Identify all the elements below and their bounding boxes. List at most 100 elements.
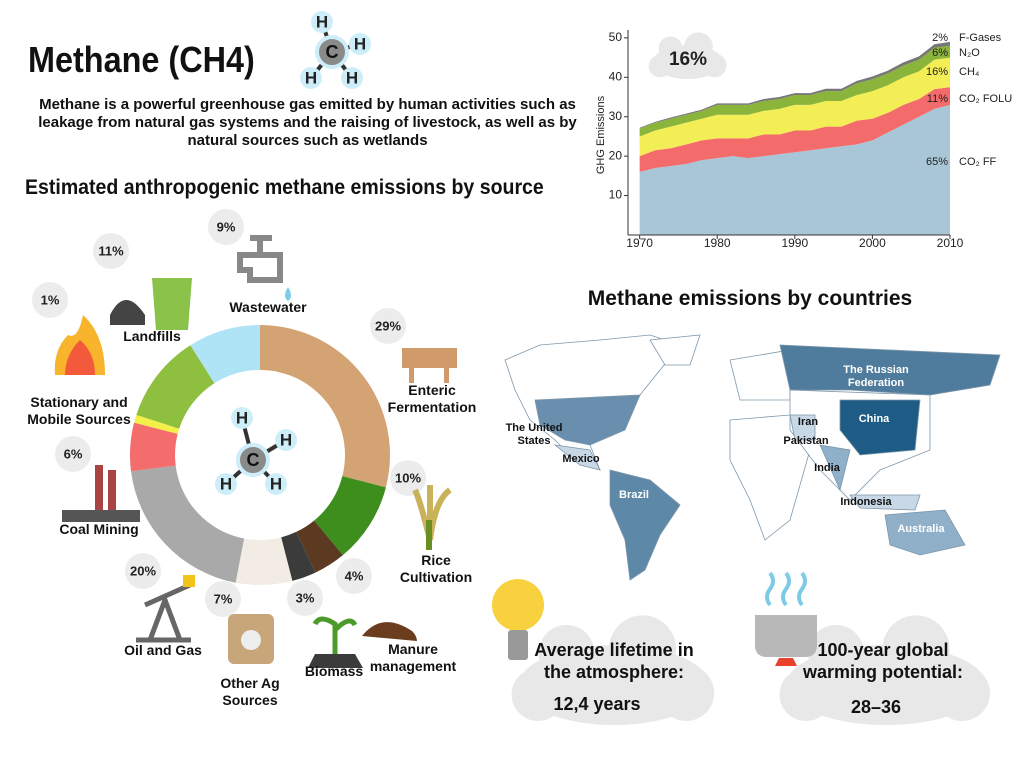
- donut-segment: [190, 325, 260, 384]
- donut-segment: [281, 531, 316, 581]
- category-label: Enteric Fermentation: [387, 382, 477, 415]
- cloud-part: [779, 668, 833, 721]
- value-label: 20%: [130, 563, 156, 578]
- value-label: 1%: [41, 292, 60, 307]
- donut-segment: [260, 325, 390, 488]
- percent-badge: [370, 308, 406, 344]
- category-label: Rice Cultivation: [399, 552, 473, 585]
- legend-label: N₂O: [959, 47, 980, 59]
- y-tick-label: 30: [609, 109, 623, 123]
- icon: [362, 622, 417, 641]
- category-label: Other Ag Sources: [220, 675, 280, 708]
- percent-badge: [32, 282, 68, 318]
- icon: [152, 278, 192, 330]
- atom-label: H: [354, 34, 366, 53]
- value-label: 10%: [395, 470, 421, 485]
- atom-label: C: [247, 450, 260, 470]
- area: [639, 57, 950, 157]
- title: Methane (CH4): [28, 39, 255, 80]
- h-atom: [300, 67, 322, 89]
- legend-share: 16%: [926, 66, 948, 78]
- legend-label: CO₂ FF: [959, 156, 997, 168]
- atom-label: C: [326, 42, 339, 62]
- atom-label: H: [220, 474, 232, 493]
- callout: 16%: [669, 49, 707, 70]
- country-label: Iran: [797, 416, 819, 428]
- country-label: India: [814, 462, 840, 474]
- land: [729, 349, 791, 401]
- fact-value: 28–36: [850, 697, 902, 717]
- category-label: Landfills: [123, 328, 181, 344]
- donut-segment: [296, 520, 343, 573]
- country-label: Pakistan: [783, 435, 829, 447]
- icon: [412, 485, 452, 541]
- cloud-part: [658, 36, 683, 61]
- icon: [402, 348, 457, 383]
- country-label: Australia: [897, 523, 945, 535]
- land: [649, 334, 701, 366]
- land: [819, 444, 851, 492]
- legend-label: CH₄: [959, 66, 980, 78]
- country-label: The Russian Federation: [843, 364, 909, 390]
- value-label: 9%: [217, 219, 236, 234]
- icon: [508, 630, 528, 660]
- land: [839, 399, 921, 456]
- country-label: The United States: [505, 422, 563, 448]
- chart-title: Estimated anthropogenic methane emission…: [25, 176, 544, 199]
- percent-badge: [287, 580, 323, 616]
- cloud-part: [658, 665, 715, 721]
- cloud: [511, 615, 715, 725]
- icon: [237, 235, 283, 283]
- value-label: 29%: [375, 318, 401, 333]
- cloud-part: [808, 625, 864, 681]
- icon: [775, 658, 797, 666]
- donut-segment: [136, 345, 215, 429]
- percent-badge: [390, 460, 426, 496]
- h-atom: [341, 67, 363, 89]
- fact-label: Average lifetime in the atmosphere:: [534, 640, 694, 682]
- icon: [426, 520, 432, 550]
- icon: [95, 465, 103, 510]
- cloud: [779, 615, 990, 725]
- category-label: Wastewater: [229, 299, 307, 315]
- donut-segment: [131, 465, 245, 583]
- x-tick-label: 2010: [937, 236, 964, 250]
- category-label: Biomass: [304, 663, 364, 679]
- cloud-part: [538, 625, 595, 681]
- land: [849, 494, 921, 511]
- fact-value: 12,4 years: [553, 694, 641, 714]
- value-label: 6%: [64, 446, 83, 461]
- y-tick-label: 20: [609, 148, 623, 162]
- icon: [308, 654, 363, 668]
- c-atom: [315, 35, 349, 69]
- atom-label: H: [280, 430, 292, 449]
- h-atom: [231, 407, 253, 429]
- icon: [110, 300, 145, 325]
- y-axis-label: GHG Emissions: [595, 95, 607, 174]
- h-atom: [311, 11, 333, 33]
- category-label: Stationary and Mobile Sources: [27, 394, 131, 427]
- icon: [285, 287, 291, 301]
- land: [553, 444, 601, 471]
- legend-share: 65%: [926, 156, 948, 168]
- h-atom: [349, 33, 371, 55]
- h-atom: [265, 473, 287, 495]
- land: [884, 509, 966, 556]
- h-atom: [215, 473, 237, 495]
- category-label: Manure management: [369, 641, 457, 674]
- donut-segment: [235, 537, 293, 585]
- country-label: Mexico: [562, 453, 600, 465]
- y-tick-label: 40: [609, 69, 623, 83]
- x-tick-label: 1970: [626, 236, 653, 250]
- value-label: 4%: [345, 568, 364, 583]
- percent-badge: [55, 436, 91, 472]
- atom-label: H: [305, 68, 317, 87]
- legend-label: F-Gases: [959, 32, 1002, 44]
- atom-label: H: [316, 12, 328, 31]
- donut-segment: [134, 414, 180, 434]
- area: [639, 87, 950, 172]
- percent-badge: [208, 209, 244, 245]
- legend-share: 6%: [932, 47, 948, 59]
